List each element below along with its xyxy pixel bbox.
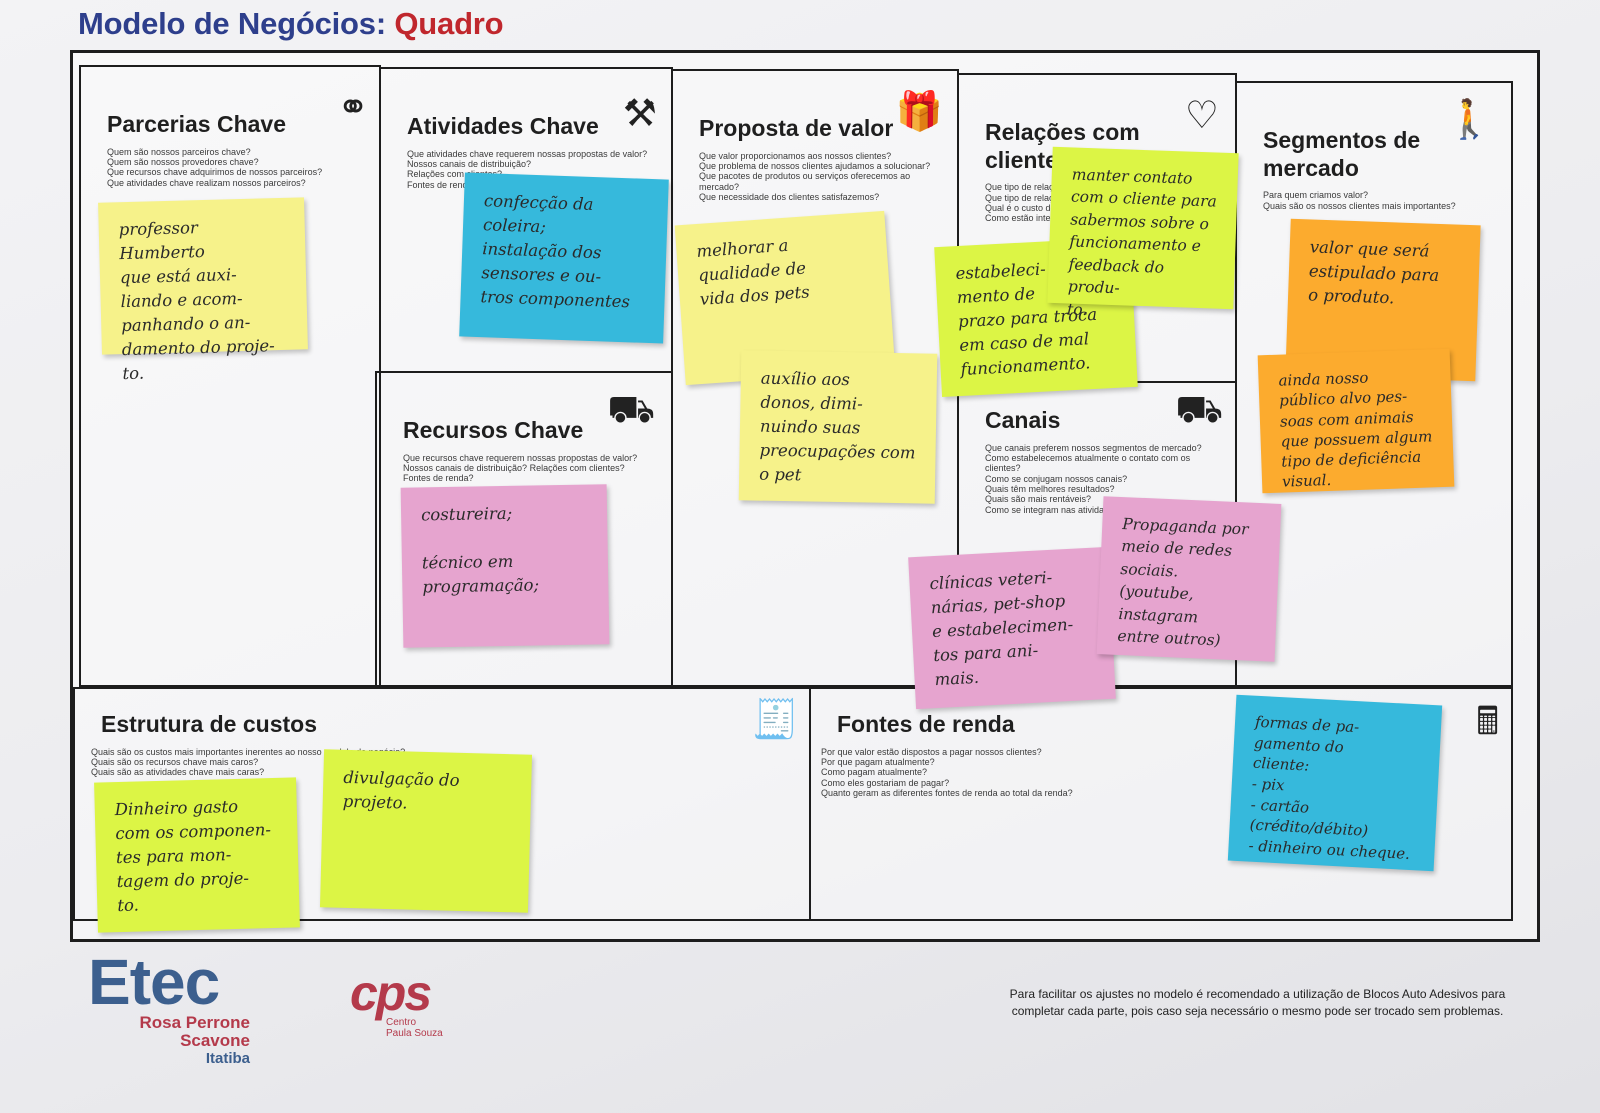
block-title: Atividades Chave	[407, 113, 599, 139]
sticky-note-channels-1[interactable]: clínicas veteri- nárias, pet-shop e esta…	[908, 546, 1116, 710]
block-cost-structure: Estrutura de custos Quais são os custos …	[73, 687, 811, 921]
block-key-resources: Recursos Chave Que recursos chave requer…	[375, 371, 673, 687]
title-accent: Quadro	[394, 6, 504, 41]
block-channels: Canais Que canais preferem nossos segmen…	[957, 381, 1237, 687]
block-questions: Que valor proporcionamos aos nossos clie…	[699, 150, 931, 202]
business-model-canvas: Parcerias Chave Quem são nossos parceiro…	[70, 50, 1540, 942]
cps-wordmark: cps	[350, 965, 432, 1021]
block-questions: Por que valor estão dispostos a pagar no…	[821, 746, 1073, 798]
sticky-note-resources[interactable]: costureira; técnico em programação;	[400, 484, 610, 648]
block-title: Segmentos de mercado	[1263, 127, 1421, 181]
block-title: Proposta de valor	[699, 115, 894, 141]
worker-with-crate-icon: ⛟	[607, 389, 655, 431]
sticky-note-channels-2[interactable]: Propaganda por meio de redes sociais. (y…	[1096, 496, 1282, 662]
truck-icon: ⛟	[1175, 389, 1223, 431]
etec-wordmark: Etec	[88, 946, 220, 1018]
etec-school-line-2: Scavone	[180, 1030, 250, 1050]
person-icon: 🚶	[1445, 99, 1493, 141]
sticky-note-relationships-1[interactable]: manter contato com o cliente para saberm…	[1047, 146, 1239, 319]
block-questions: Que canais preferem nossos segmentos de …	[985, 442, 1203, 515]
block-questions: Que atividades chave requerem nossas pro…	[407, 148, 648, 190]
block-questions: Quais são os custos mais importantes ine…	[91, 746, 406, 778]
receipt-icon: 🧾	[751, 699, 799, 741]
cps-line-2: Paula Souza	[386, 1027, 443, 1039]
etec-school-line-1: Rosa Perrone	[139, 1013, 250, 1032]
sticky-note-revenue[interactable]: formas de pa- gamento do cliente: - pix …	[1227, 694, 1443, 872]
cps-line-1: Centro	[386, 1017, 417, 1028]
sticky-note-value-2[interactable]: auxílio aos donos, dimi- nuindo suas pre…	[738, 350, 938, 504]
block-title: Fontes de renda	[837, 711, 1015, 737]
sticky-note-segments-2[interactable]: ainda nosso público alvo pes- soas com a…	[1257, 348, 1455, 494]
block-title: Parcerias Chave	[107, 111, 287, 137]
sticky-note-costs-1[interactable]: Dinheiro gasto com os componen- tes para…	[94, 777, 300, 933]
block-revenue-streams: Fontes de renda Por que valor estão disp…	[809, 687, 1513, 921]
sticky-note-costs-2[interactable]: divulgação do projeto.	[319, 749, 533, 913]
sticky-note-activities[interactable]: confecção da coleira; instalação dos sen…	[459, 172, 669, 344]
block-title: Recursos Chave	[403, 417, 584, 443]
title-main: Modelo de Negócios:	[78, 6, 386, 41]
block-questions: Que recursos chave requerem nossas propo…	[403, 452, 638, 484]
block-questions: Para quem criamos valor? Quais são os no…	[1263, 190, 1456, 211]
chain-links-icon: ⚭	[337, 87, 369, 129]
etec-city: Itatiba	[205, 1049, 250, 1067]
worker-icon: ⚒	[622, 93, 657, 135]
block-title: Canais	[985, 407, 1061, 433]
sticky-note-partners[interactable]: professor Humberto que está auxi- liando…	[98, 197, 308, 383]
gift-box-icon: 🎁	[895, 91, 943, 133]
etec-logo: Etec Rosa Perrone Scavone Itatiba	[88, 950, 250, 1067]
block-customer-segments: Segmentos de mercado Para quem criamos v…	[1235, 81, 1513, 687]
footer-instruction: Para facilitar os ajustes no modelo é re…	[1009, 987, 1506, 1018]
block-questions: Que tipo de relação esp Que tipo de rela…	[985, 182, 1081, 224]
block-key-partners: Parcerias Chave Quem são nossos parceiro…	[79, 65, 381, 687]
block-title: Estrutura de custos	[101, 711, 317, 737]
cps-logo: cps Centro Paula Souza	[350, 968, 443, 1039]
heart-icon: ♡	[1184, 95, 1219, 137]
page-title: Modelo de Negócios: Quadro	[78, 6, 504, 42]
block-questions: Quem são nossos parceiros chave? Quem sã…	[107, 146, 323, 188]
cash-register-icon: 🖩	[1476, 701, 1499, 743]
